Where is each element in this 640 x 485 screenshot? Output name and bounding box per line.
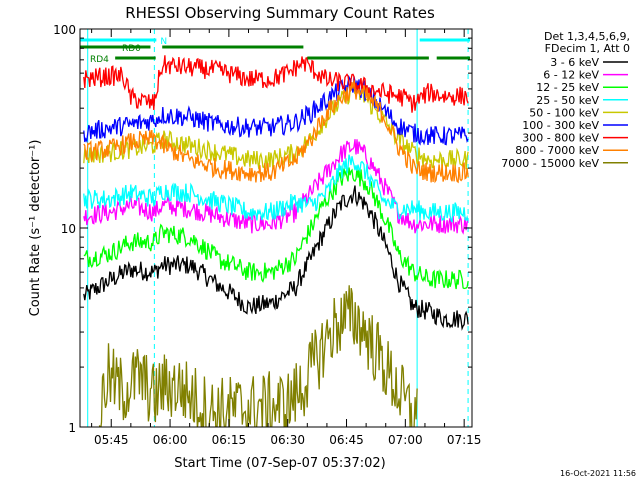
y-axis-label: Count Rate (s⁻¹ detector⁻¹) xyxy=(28,140,43,317)
series-line-7 xyxy=(83,80,469,184)
series-line-3 xyxy=(83,154,469,223)
series-line-0 xyxy=(83,185,469,331)
legend-header-0: Det 1,3,4,5,6,9, xyxy=(544,30,630,43)
y-tick-label-2: 100 xyxy=(53,23,76,37)
legend-label-2: 12 - 25 keV xyxy=(536,81,599,94)
flag-rd4: RD4 xyxy=(90,55,471,65)
x-tick-label-4: 06:45 xyxy=(329,433,364,447)
x-axis: 05:45 06:00 06:15 06:30 06:45 07:00 07:15 xyxy=(91,29,482,447)
legend-header-1: FDecim 1, Att 0 xyxy=(545,42,630,55)
series-line-2 xyxy=(83,167,469,290)
timestamp: 16-Oct-2021 11:56 xyxy=(560,469,636,478)
x-tick-label-3: 06:30 xyxy=(270,433,305,447)
chart-title: RHESSI Observing Summary Count Rates xyxy=(125,4,435,22)
y-tick-label-1: 10 xyxy=(61,222,76,236)
series-line-8 xyxy=(98,285,418,427)
x-axis-label: Start Time (07-Sep-07 05:37:02) xyxy=(174,456,385,471)
x-tick-label-1: 06:00 xyxy=(153,433,188,447)
series-line-6 xyxy=(83,55,469,113)
flag-label-1: RD0 xyxy=(122,44,141,54)
x-tick-label-2: 06:15 xyxy=(212,433,247,447)
plot-area xyxy=(83,29,469,427)
legend-label-8: 7000 - 15000 keV xyxy=(501,157,599,170)
legend-label-4: 50 - 100 keV xyxy=(529,106,599,119)
legend-label-0: 3 - 6 keV xyxy=(550,56,599,69)
legend-label-1: 6 - 12 keV xyxy=(543,69,599,82)
legend-label-6: 300 - 800 keV xyxy=(522,132,599,145)
series-line-5 xyxy=(83,75,469,146)
legend-label-3: 25 - 50 keV xyxy=(536,94,599,107)
legend: Det 1,3,4,5,6,9,FDecim 1, Att 03 - 6 keV… xyxy=(501,30,630,170)
legend-label-7: 800 - 7000 keV xyxy=(515,144,599,157)
y-tick-label-0: 1 xyxy=(68,421,76,435)
y-axis: 1 10 100 xyxy=(53,23,472,435)
x-tick-label-0: 05:45 xyxy=(94,433,129,447)
flag-n: N xyxy=(80,37,471,47)
y-axis-label-group: Count Rate (s⁻¹ detector⁻¹) xyxy=(28,140,43,317)
series-line-1 xyxy=(83,139,469,235)
flag-label-0: N xyxy=(160,37,167,47)
x-tick-label-6: 07:15 xyxy=(447,433,482,447)
x-tick-label-5: 07:00 xyxy=(388,433,423,447)
legend-label-5: 100 - 300 keV xyxy=(522,119,599,132)
flag-rd0: RD0 xyxy=(80,44,304,54)
flag-label-2: RD4 xyxy=(90,55,109,65)
